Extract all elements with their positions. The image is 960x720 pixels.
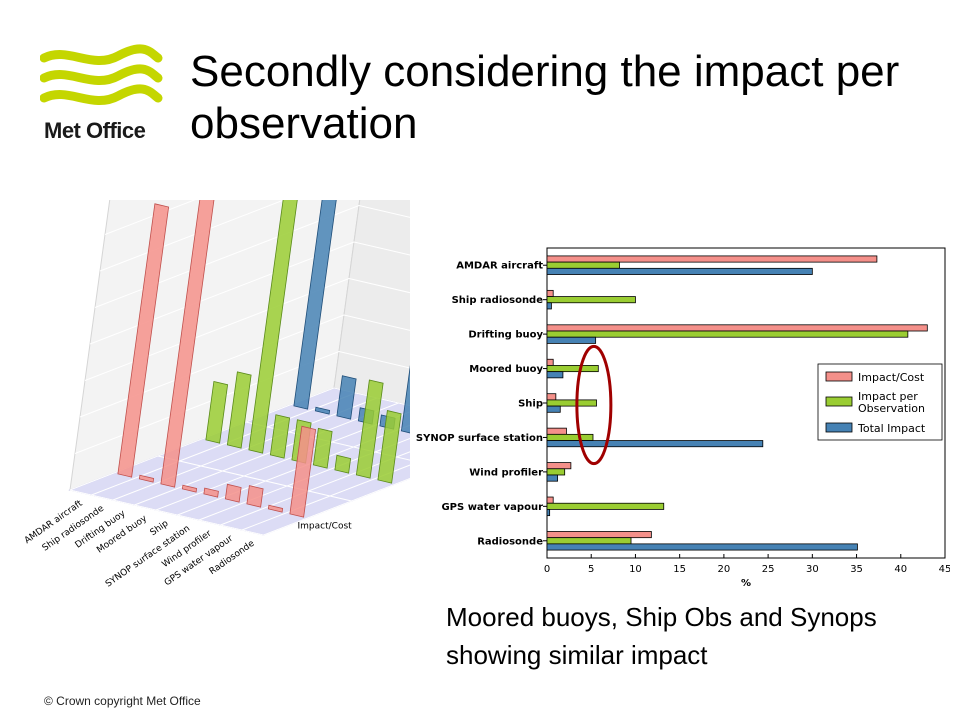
bar-0-1 [546,289,554,297]
xtick-label-1: 5 [588,564,594,575]
bar3d-0-2 [160,200,215,488]
category-label-3: Moored buoy [469,364,543,375]
x-axis-label: % [741,578,751,589]
category-label-2: Drifting buoy [468,330,543,341]
bar3d-0-6 [246,485,264,508]
bar-1-7 [546,502,665,510]
xtick-label-4: 20 [718,564,731,575]
category-label-0: AMDAR aircraft [456,261,543,272]
bar3d-1-2 [248,200,298,454]
category-label-5: SYNOP surface station [416,433,543,444]
bar-0-2 [546,324,928,332]
bar3d-2-0 [293,200,337,410]
category-label-7: GPS water vapour [441,502,543,513]
legend-swatch-2 [825,422,853,433]
bar-2-3 [546,371,564,379]
bar3d-0-3 [181,484,198,493]
met-office-logo [40,44,163,105]
legend-label-2: Total Impact [857,422,926,435]
bar-0-4 [546,393,557,401]
bar-1-3 [546,365,599,373]
logo-text: Met Office [44,118,146,143]
category-label-4: Ship [518,399,543,410]
xtick-label-5: 25 [762,564,775,575]
caption: Moored buoys, Ship Obs and Synops showin… [446,602,877,670]
bar3d-1-1 [226,371,252,449]
bar-0-6 [546,462,572,470]
bar-2-1 [546,302,552,310]
bar3d-1-7 [355,379,384,479]
bar-0-5 [546,427,567,435]
xtick-label-3: 15 [673,564,686,575]
xtick-label-7: 35 [850,564,863,575]
bar-2-5 [546,440,764,448]
bar-1-4 [546,399,597,407]
highlight-ellipse [575,344,613,466]
legend-swatch-1 [825,396,853,407]
bar-2-0 [546,267,813,275]
bar3d-1-8 [377,410,402,484]
bar3d-1-5 [312,427,333,469]
chart-horizontal-impact: AMDAR aircraft Ship radiosonde Drifting bu… [416,247,950,589]
bar3d-0-1 [138,474,155,483]
met-office-wave-icon [40,44,163,105]
bar3d-0-4 [203,487,219,498]
legend: Impact/Cost Impact per Observation Total Im… [817,363,943,441]
xtick-label-0: 0 [544,564,550,575]
category3d-label-4: Ship [149,519,171,539]
bar3d-1-3 [269,414,291,459]
bar3d-2-2 [336,375,357,420]
legend-swatch-0 [825,371,853,382]
bar-1-2 [546,330,909,338]
bar-2-8 [546,543,858,551]
category-label-8: Radiosonde [477,536,543,547]
bar-0-8 [546,531,652,539]
bar-1-6 [546,468,566,476]
category-label-6: Wind profiler [469,467,543,478]
legend-label-1: Impact per Observation [858,390,925,415]
bar-1-5 [546,433,594,441]
bar-0-3 [546,358,554,366]
legend-label-0: Impact/Cost [858,371,925,384]
bar-1-8 [546,537,632,545]
copyright: © Crown copyright Met Office [44,694,201,708]
category-label-1: Ship radiosonde [452,295,544,306]
xtick-label-6: 30 [806,564,819,575]
bar3d-0-5 [224,483,242,503]
bar-2-4 [546,405,561,413]
bar3d-0-8 [289,425,317,518]
bar3d-2-5 [400,364,410,434]
bar-0-7 [546,496,554,504]
bar3d-2-1 [314,406,331,415]
bar3d-0-0 [117,203,170,478]
series-axis-label-2: Impact/Cost [298,522,353,532]
bar-2-6 [546,474,559,482]
bar-2-7 [546,509,551,517]
xtick-label-2: 10 [629,564,642,575]
bar3d-1-6 [334,454,352,474]
bar-1-0 [546,261,620,269]
bar3d-0-7 [267,504,284,513]
bar-2-2 [546,336,597,344]
xtick-label-9: 45 [939,564,950,575]
bar-1-1 [546,296,636,304]
bar-0-0 [546,255,878,263]
page-title: Secondly considering the impact per obse… [190,47,900,148]
xtick-label-8: 40 [894,564,907,575]
bar3d-1-0 [205,381,229,444]
